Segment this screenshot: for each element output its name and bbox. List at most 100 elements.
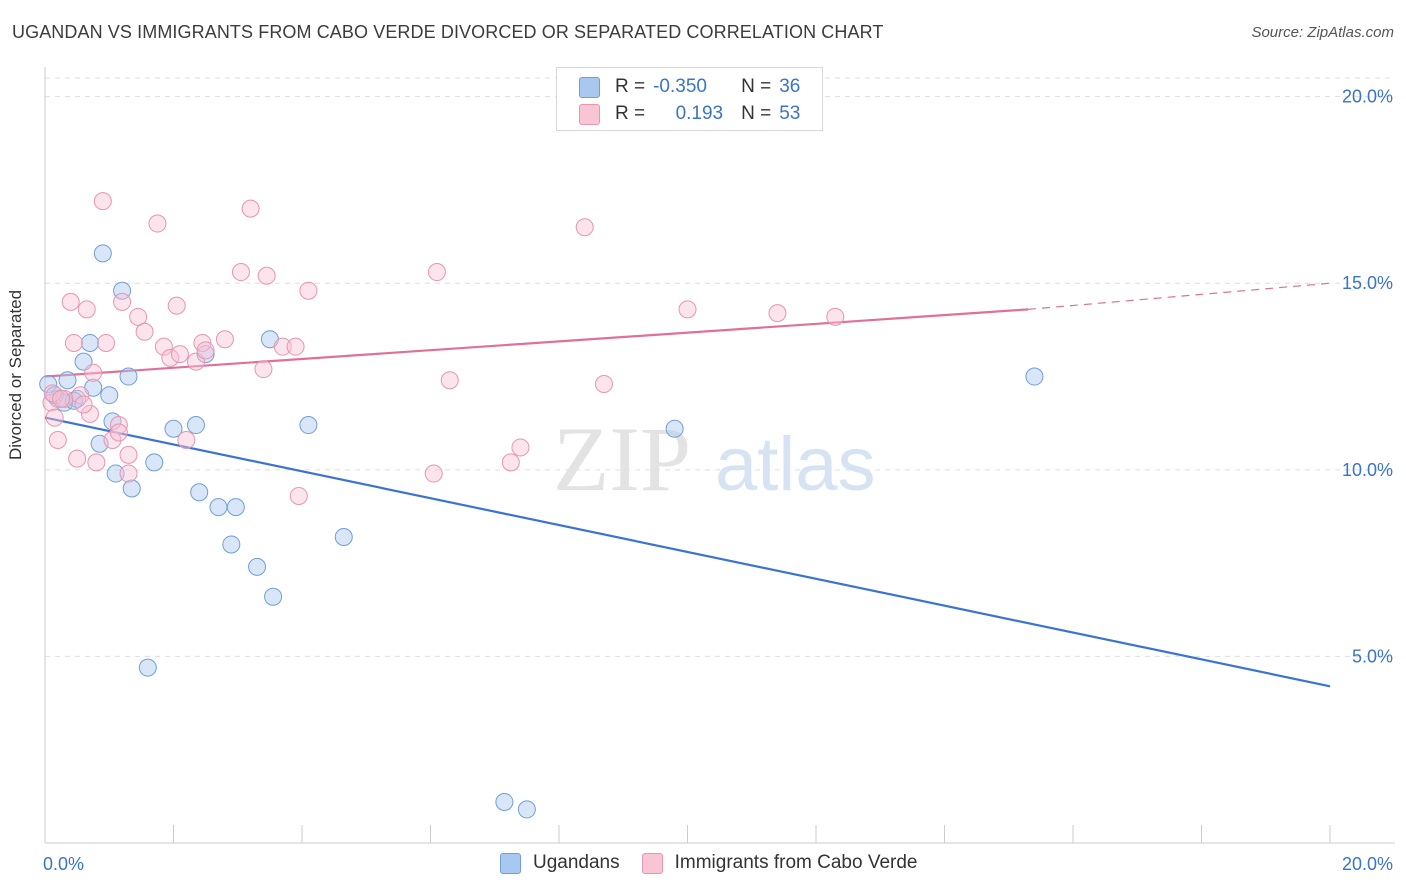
point-ugandans (1025, 367, 1044, 386)
point-ugandans (190, 483, 209, 502)
y-tick-label: 20.0% (1342, 87, 1393, 107)
point-ugandans (209, 498, 228, 517)
point-cabo-verde (215, 330, 234, 349)
legend-label-cabo-verde: Immigrants from Cabo Verde (674, 852, 918, 873)
legend-swatch-blue (579, 76, 600, 98)
point-cabo-verde (427, 263, 446, 282)
point-cabo-verde (299, 281, 318, 300)
point-ugandans (138, 658, 157, 677)
legend-item-ugandans[interactable]: Ugandans (500, 852, 620, 874)
point-ugandans (58, 371, 77, 390)
point-cabo-verde (231, 263, 250, 282)
point-cabo-verde (424, 464, 443, 483)
legend-item-cabo-verde[interactable]: Immigrants from Cabo Verde (641, 852, 918, 874)
point-ugandans (264, 587, 283, 606)
legend-n-value: 36 (779, 76, 801, 97)
point-cabo-verde (289, 486, 308, 505)
point-cabo-verde (87, 453, 106, 472)
point-cabo-verde (77, 300, 96, 319)
x-tick-label: 0.0% (43, 854, 84, 874)
tick-labels: 5.0% 10.0% 15.0% 20.0% 0.0% 20.0% (43, 87, 1393, 874)
watermark: ZIP atlas (553, 408, 876, 510)
legend-r-label: R = (615, 103, 646, 124)
point-ugandans (186, 416, 205, 435)
point-cabo-verde (64, 333, 83, 352)
point-ugandans (119, 367, 138, 386)
point-cabo-verde (148, 214, 167, 233)
point-cabo-verde (84, 363, 103, 382)
point-cabo-verde (511, 438, 530, 457)
legend-n-label: N = (741, 76, 772, 97)
point-cabo-verde (97, 333, 116, 352)
point-ugandans (299, 416, 318, 435)
axes (44, 67, 1395, 844)
point-cabo-verde (93, 192, 112, 211)
watermark-zip: ZIP (553, 408, 691, 510)
chart-title: UGANDAN VS IMMIGRANTS FROM CABO VERDE DI… (12, 22, 884, 42)
point-ugandans (145, 453, 164, 472)
point-cabo-verde (109, 416, 128, 435)
point-cabo-verde (257, 266, 276, 285)
point-ugandans (122, 479, 141, 498)
point-cabo-verde (177, 430, 196, 449)
point-cabo-verde (167, 296, 186, 315)
trend-line-cabo-verde (44, 308, 1029, 378)
point-ugandans (164, 419, 183, 438)
trend-lines (44, 282, 1331, 688)
point-ugandans (226, 498, 245, 517)
point-ugandans (100, 386, 119, 405)
point-cabo-verde (196, 341, 215, 360)
point-ugandans (80, 333, 99, 352)
point-cabo-verde (80, 404, 99, 423)
watermark-atlas: atlas (715, 422, 876, 507)
y-axis-label: Divorced or Separated (6, 289, 25, 460)
legend-row-cabo-verde: R = 0.193 N = 53 (579, 102, 800, 126)
point-ugandans (39, 375, 58, 393)
legend-r-value: 0.193 (675, 103, 724, 124)
point-cabo-verde (161, 348, 180, 367)
gridlines (45, 77, 1395, 657)
point-cabo-verde (135, 322, 154, 341)
legend-r-value: -0.350 (653, 76, 707, 97)
point-cabo-verde (61, 292, 80, 311)
point-cabo-verde (71, 386, 90, 405)
point-cabo-verde (575, 218, 594, 237)
chart-source: Source: ZipAtlas.com (1251, 24, 1394, 41)
point-ugandans (106, 464, 125, 483)
point-cabo-verde (501, 453, 520, 472)
point-ugandans (517, 800, 536, 819)
point-cabo-verde (286, 337, 305, 356)
x-tick-label: 20.0% (1342, 854, 1393, 874)
legend-r-label: R = (615, 76, 646, 97)
point-cabo-verde (170, 345, 189, 364)
point-cabo-verde (154, 337, 173, 356)
point-ugandans (248, 557, 267, 576)
point-cabo-verde (119, 464, 138, 483)
trend-line-ugandans (44, 416, 1331, 688)
point-cabo-verde (826, 307, 845, 326)
point-cabo-verde (113, 292, 132, 311)
point-cabo-verde (440, 371, 459, 390)
legend-n-value: 53 (779, 103, 801, 124)
point-ugandans (196, 345, 215, 364)
point-cabo-verde (129, 307, 148, 326)
legend-n-label: N = (741, 103, 772, 124)
y-tick-label: 10.0% (1342, 460, 1393, 480)
point-cabo-verde (678, 300, 697, 319)
series-legend: Ugandans Immigrants from Cabo Verde (500, 852, 940, 874)
point-cabo-verde (119, 445, 138, 464)
point-cabo-verde (74, 395, 93, 414)
point-cabo-verde (273, 337, 292, 356)
point-cabo-verde (68, 449, 87, 468)
stats-legend: R = -0.350 N = 36 R = 0.193 N = 53 (556, 67, 823, 131)
point-cabo-verde (594, 375, 613, 393)
point-ugandans (334, 528, 353, 546)
point-cabo-verde (241, 199, 260, 218)
legend-label-ugandans: Ugandans (533, 852, 620, 873)
point-cabo-verde (52, 389, 71, 408)
point-ugandans (495, 792, 514, 811)
legend-swatch-ugandans (500, 852, 521, 874)
y-tick-label: 15.0% (1342, 273, 1393, 293)
point-ugandans (93, 244, 112, 263)
